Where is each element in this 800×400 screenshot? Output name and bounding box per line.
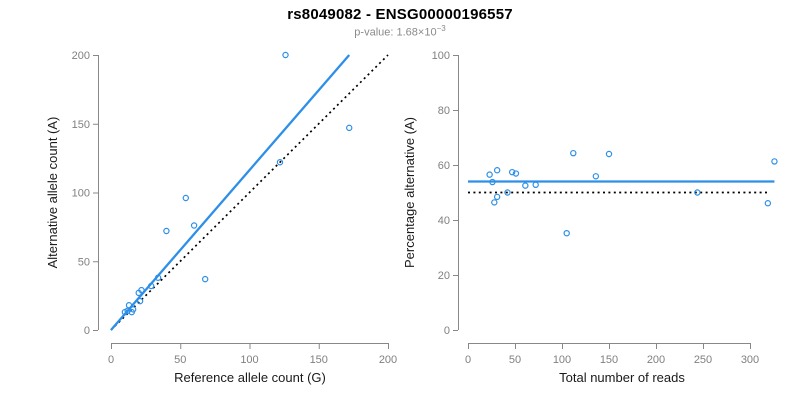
y-tick-label: 40 [438, 215, 450, 227]
x-tick-label: 50 [174, 354, 186, 366]
data-point [129, 306, 137, 313]
scatter-plot-2: 0 20 40 60 80 100 0 50 100 150 200 250 300 Total numb… [402, 50, 778, 385]
y-tick-label: 100 [72, 188, 90, 200]
data-point [592, 173, 600, 180]
data-point [532, 181, 539, 188]
data-point [491, 199, 498, 206]
x-tick-label: 300 [741, 354, 759, 366]
data-point [508, 168, 516, 176]
data-point [136, 297, 144, 305]
data-point [190, 222, 198, 229]
y-tick-label: 80 [438, 105, 450, 117]
y-axis-title: Alternative allele count (A) [45, 117, 60, 269]
data-point [201, 275, 209, 283]
x-tick-label: 150 [310, 354, 328, 366]
x-tick-label: 150 [600, 354, 618, 366]
data-point [563, 229, 570, 237]
data-point [504, 189, 511, 196]
x-tick-label: 0 [108, 354, 114, 366]
x-tick-label: 200 [647, 354, 665, 366]
x-tick-label: 100 [553, 354, 571, 366]
y-tick-label: 20 [438, 270, 450, 282]
data-point [346, 124, 353, 132]
x-tick-label: 50 [509, 354, 521, 366]
data-point [282, 51, 289, 59]
y-tick-label: 0 [84, 325, 90, 337]
data-point [276, 159, 284, 166]
data-point [486, 171, 493, 178]
data-point [147, 282, 155, 290]
x-tick-label: 0 [465, 354, 471, 366]
data-point [771, 158, 778, 165]
scatter-plot-1: 0 50 100 150 200 0 50 100 150 200 Reference allele… [45, 50, 397, 385]
y-tick-label: 50 [78, 256, 90, 268]
data-point [694, 189, 701, 196]
data-point [182, 194, 189, 202]
y-tick-label: 100 [432, 50, 450, 62]
y-tick-label: 0 [444, 325, 450, 337]
identity-line [110, 54, 389, 331]
data-point [154, 274, 162, 281]
data-point [489, 178, 496, 186]
regression-line [110, 54, 351, 331]
y-tick-label: 200 [72, 50, 90, 62]
data-point [125, 302, 133, 309]
x-tick-label: 100 [240, 354, 258, 366]
data-point [138, 286, 145, 294]
y-axis-title: Percentage alternative (A) [402, 117, 417, 268]
y-tick-label: 60 [438, 160, 450, 172]
y-tick-label: 150 [72, 119, 90, 131]
data-point [605, 150, 613, 158]
data-point [512, 170, 520, 177]
x-axis-title: Total number of reads [559, 370, 685, 385]
x-tick-label: 200 [379, 354, 397, 366]
data-point [570, 149, 577, 157]
x-axis-title: Reference allele count (G) [174, 370, 326, 385]
data-point [522, 182, 529, 189]
data-point [163, 227, 170, 235]
data-point [493, 167, 501, 174]
data-point [124, 307, 131, 314]
x-tick-label: 250 [694, 354, 712, 366]
data-point [493, 193, 501, 201]
data-point [764, 200, 772, 207]
